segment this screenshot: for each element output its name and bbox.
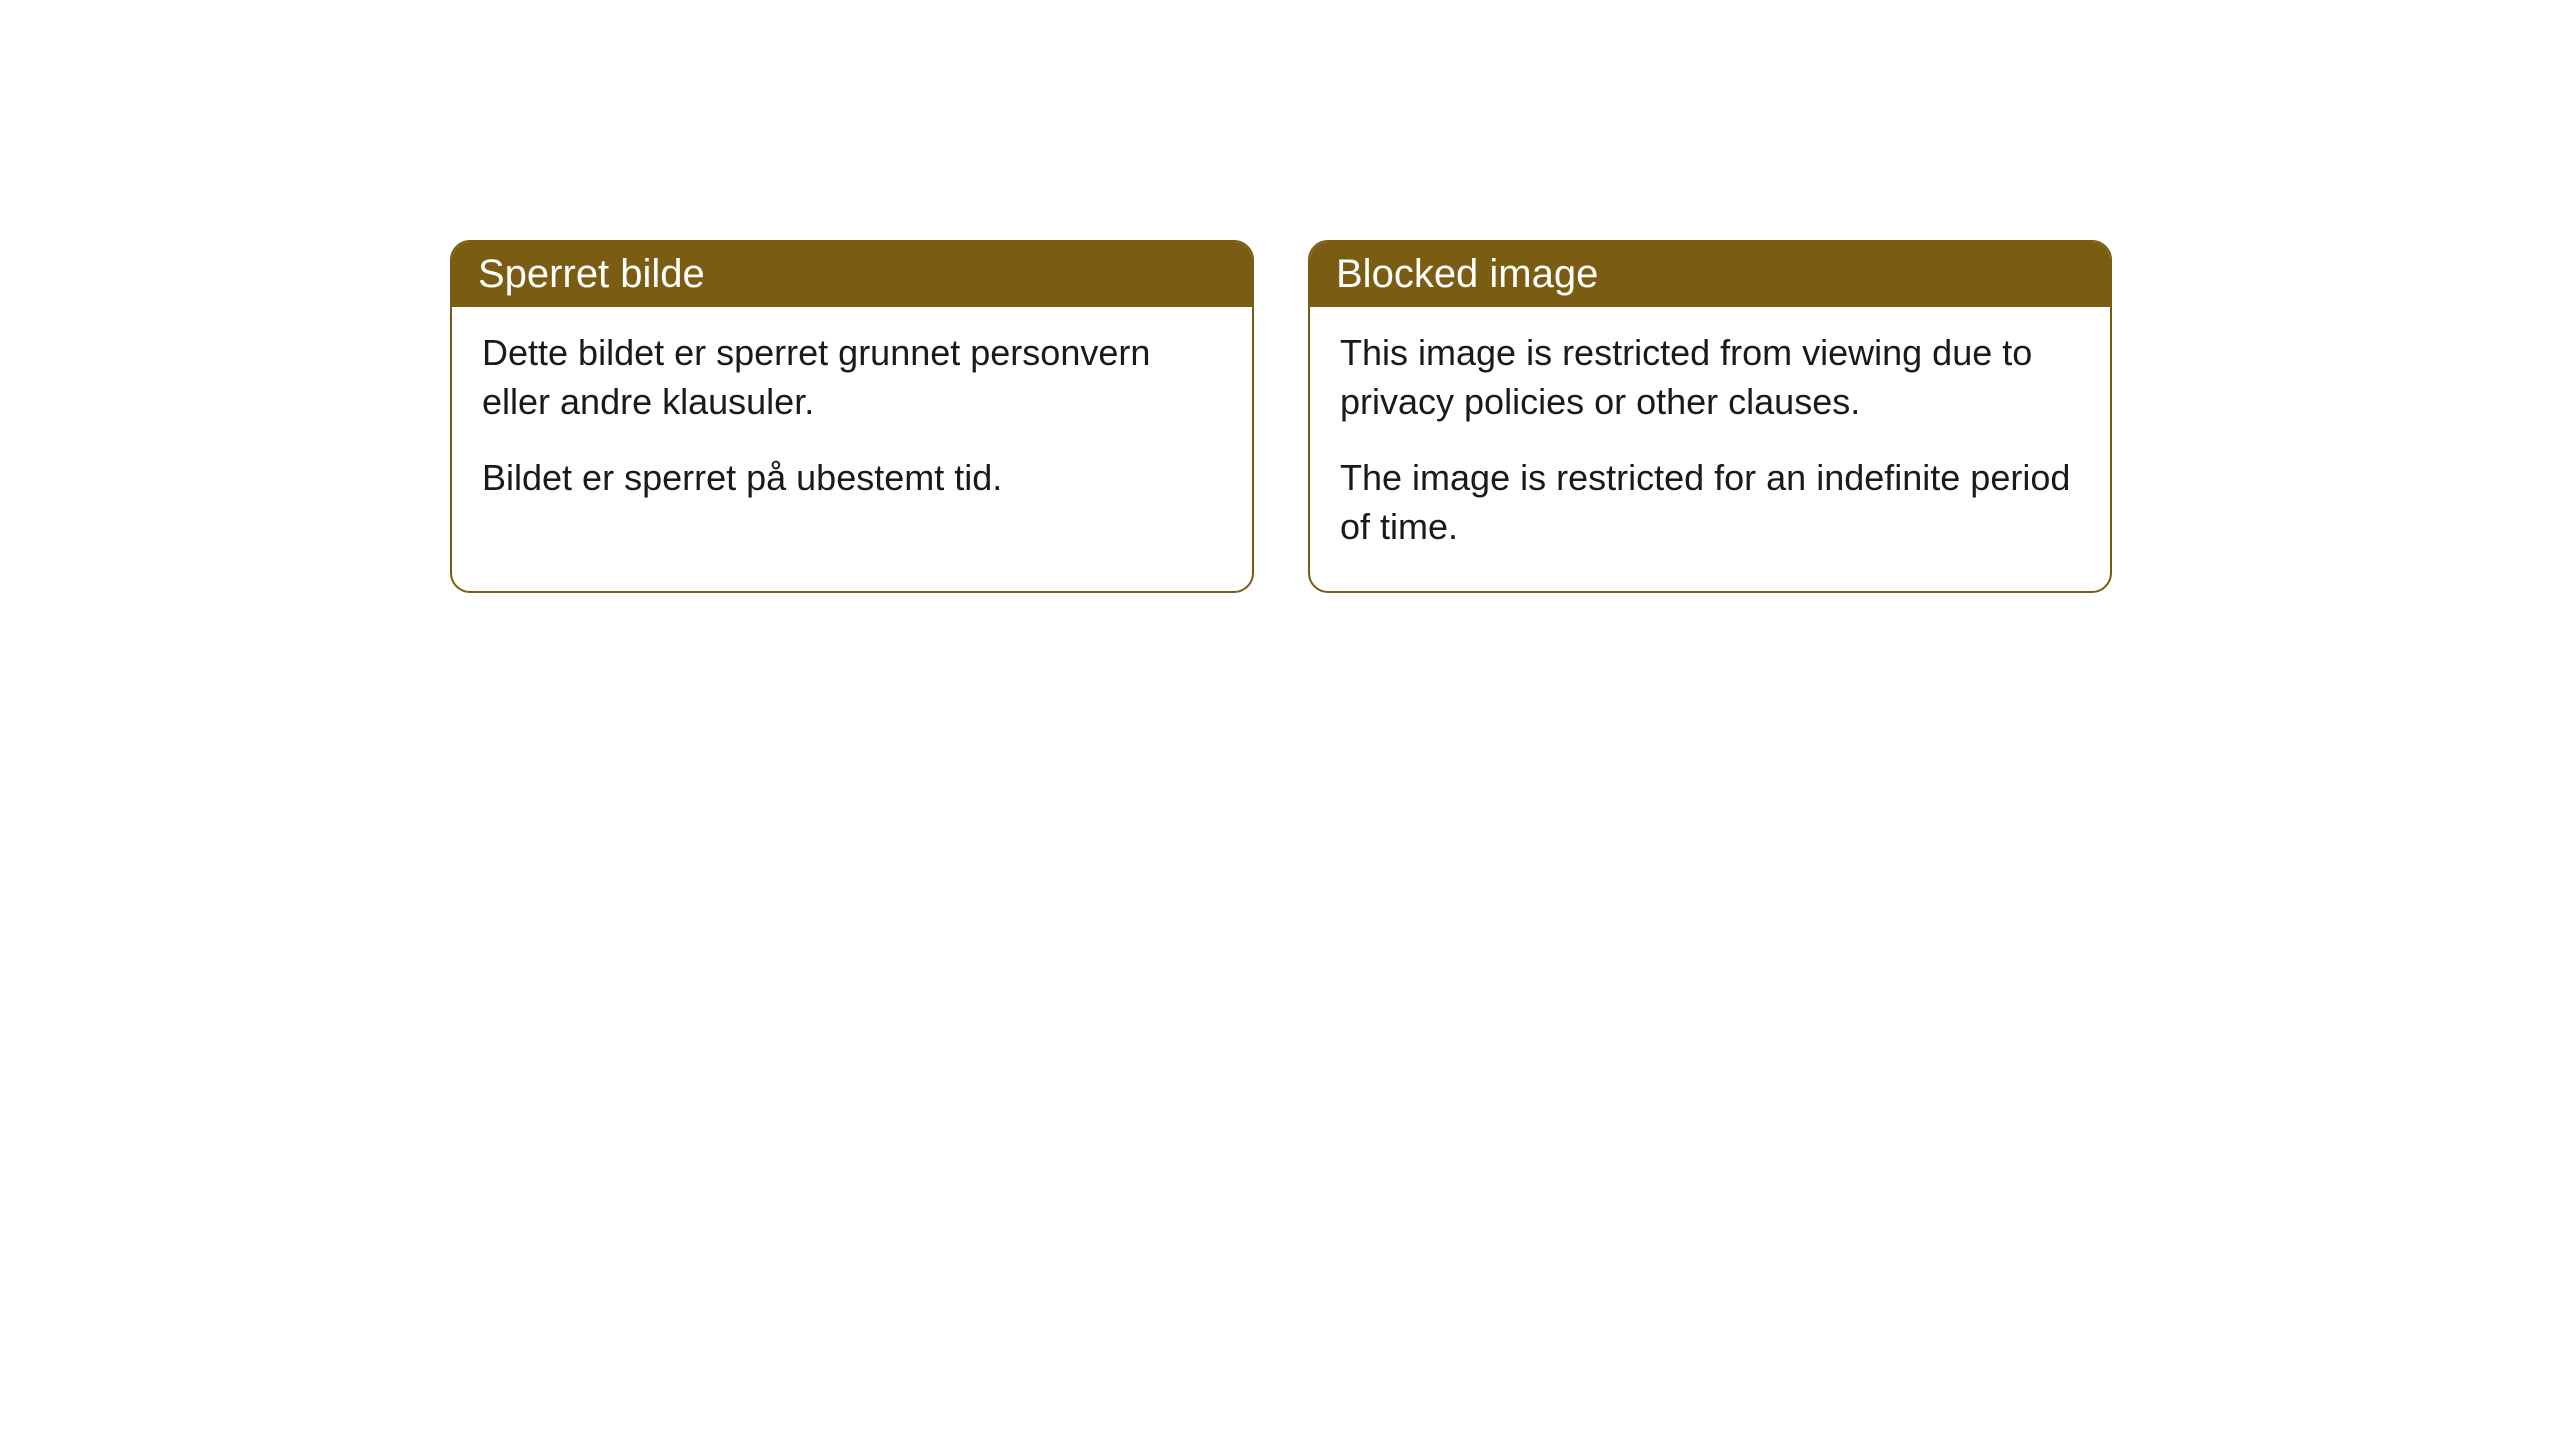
blocked-image-card-english: Blocked image This image is restricted f… xyxy=(1308,240,2112,593)
card-body-english: This image is restricted from viewing du… xyxy=(1310,307,2110,591)
card-paragraph: Bildet er sperret på ubestemt tid. xyxy=(482,454,1222,503)
card-paragraph: This image is restricted from viewing du… xyxy=(1340,329,2080,426)
card-paragraph: Dette bildet er sperret grunnet personve… xyxy=(482,329,1222,426)
card-body-norwegian: Dette bildet er sperret grunnet personve… xyxy=(452,307,1252,543)
card-header-norwegian: Sperret bilde xyxy=(452,242,1252,307)
blocked-image-card-norwegian: Sperret bilde Dette bildet er sperret gr… xyxy=(450,240,1254,593)
notice-cards-container: Sperret bilde Dette bildet er sperret gr… xyxy=(450,240,2112,593)
card-header-english: Blocked image xyxy=(1310,242,2110,307)
card-paragraph: The image is restricted for an indefinit… xyxy=(1340,454,2080,551)
